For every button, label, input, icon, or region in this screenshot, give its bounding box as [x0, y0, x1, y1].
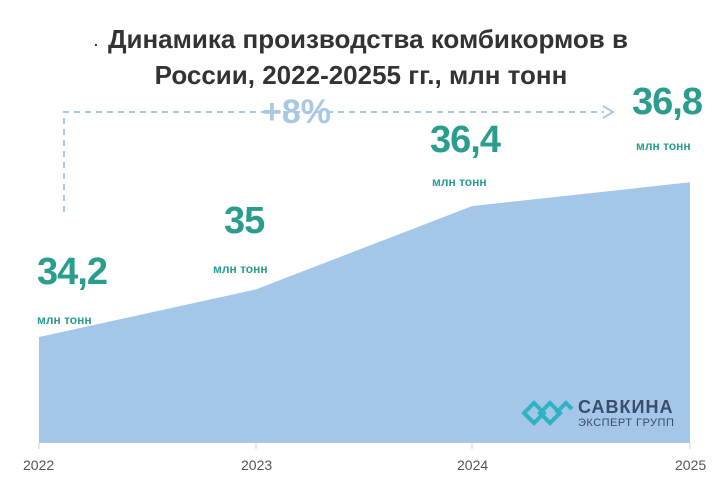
value-label-2025: 36,8	[632, 81, 703, 123]
growth-label: +8%	[262, 93, 331, 131]
x-tick-label-2024: 2024	[457, 457, 489, 473]
unit-label-2022: млн тонн	[37, 313, 92, 327]
value-label-2022: 34,2	[37, 251, 108, 293]
x-tick-label-2022: 2022	[23, 457, 55, 473]
growth-arrow-head	[602, 105, 615, 119]
value-label-2023: 35	[224, 200, 265, 242]
logo-name: САВКИНА	[578, 397, 674, 417]
unit-label-2023: млн тонн	[213, 262, 268, 276]
logo-icon	[521, 400, 574, 426]
title-line-2: России, 2022-20255 гг., млн тонн	[154, 60, 568, 91]
x-tick-label-2023: 2023	[241, 457, 273, 473]
x-tick-label-2025: 2025	[675, 457, 707, 473]
growth-arrow-line	[63, 111, 604, 212]
unit-label-2024: млн тонн	[432, 175, 487, 189]
title-prefix: .	[94, 33, 98, 50]
area-series	[39, 182, 690, 444]
title-line-1: Динамика производства комбикормов в	[107, 24, 628, 54]
unit-label-2025: млн тонн	[636, 139, 691, 153]
value-label-2024: 36,4	[430, 119, 501, 161]
logo-subtitle: ЭКСПЕРТ ГРУПП	[578, 417, 675, 429]
chart-title: . Динамика производства комбикормов в Рос…	[0, 22, 722, 92]
company-logo: САВКИНА ЭКСПЕРТ ГРУПП	[520, 395, 690, 431]
